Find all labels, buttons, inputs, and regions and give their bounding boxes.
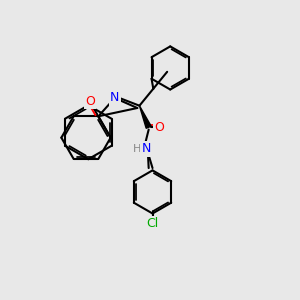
Text: O: O (154, 121, 164, 134)
Text: Cl: Cl (146, 217, 159, 230)
Text: H: H (133, 144, 141, 154)
Polygon shape (140, 106, 151, 128)
Text: N: N (142, 142, 151, 155)
Text: O: O (85, 95, 95, 108)
Text: N: N (110, 92, 119, 104)
